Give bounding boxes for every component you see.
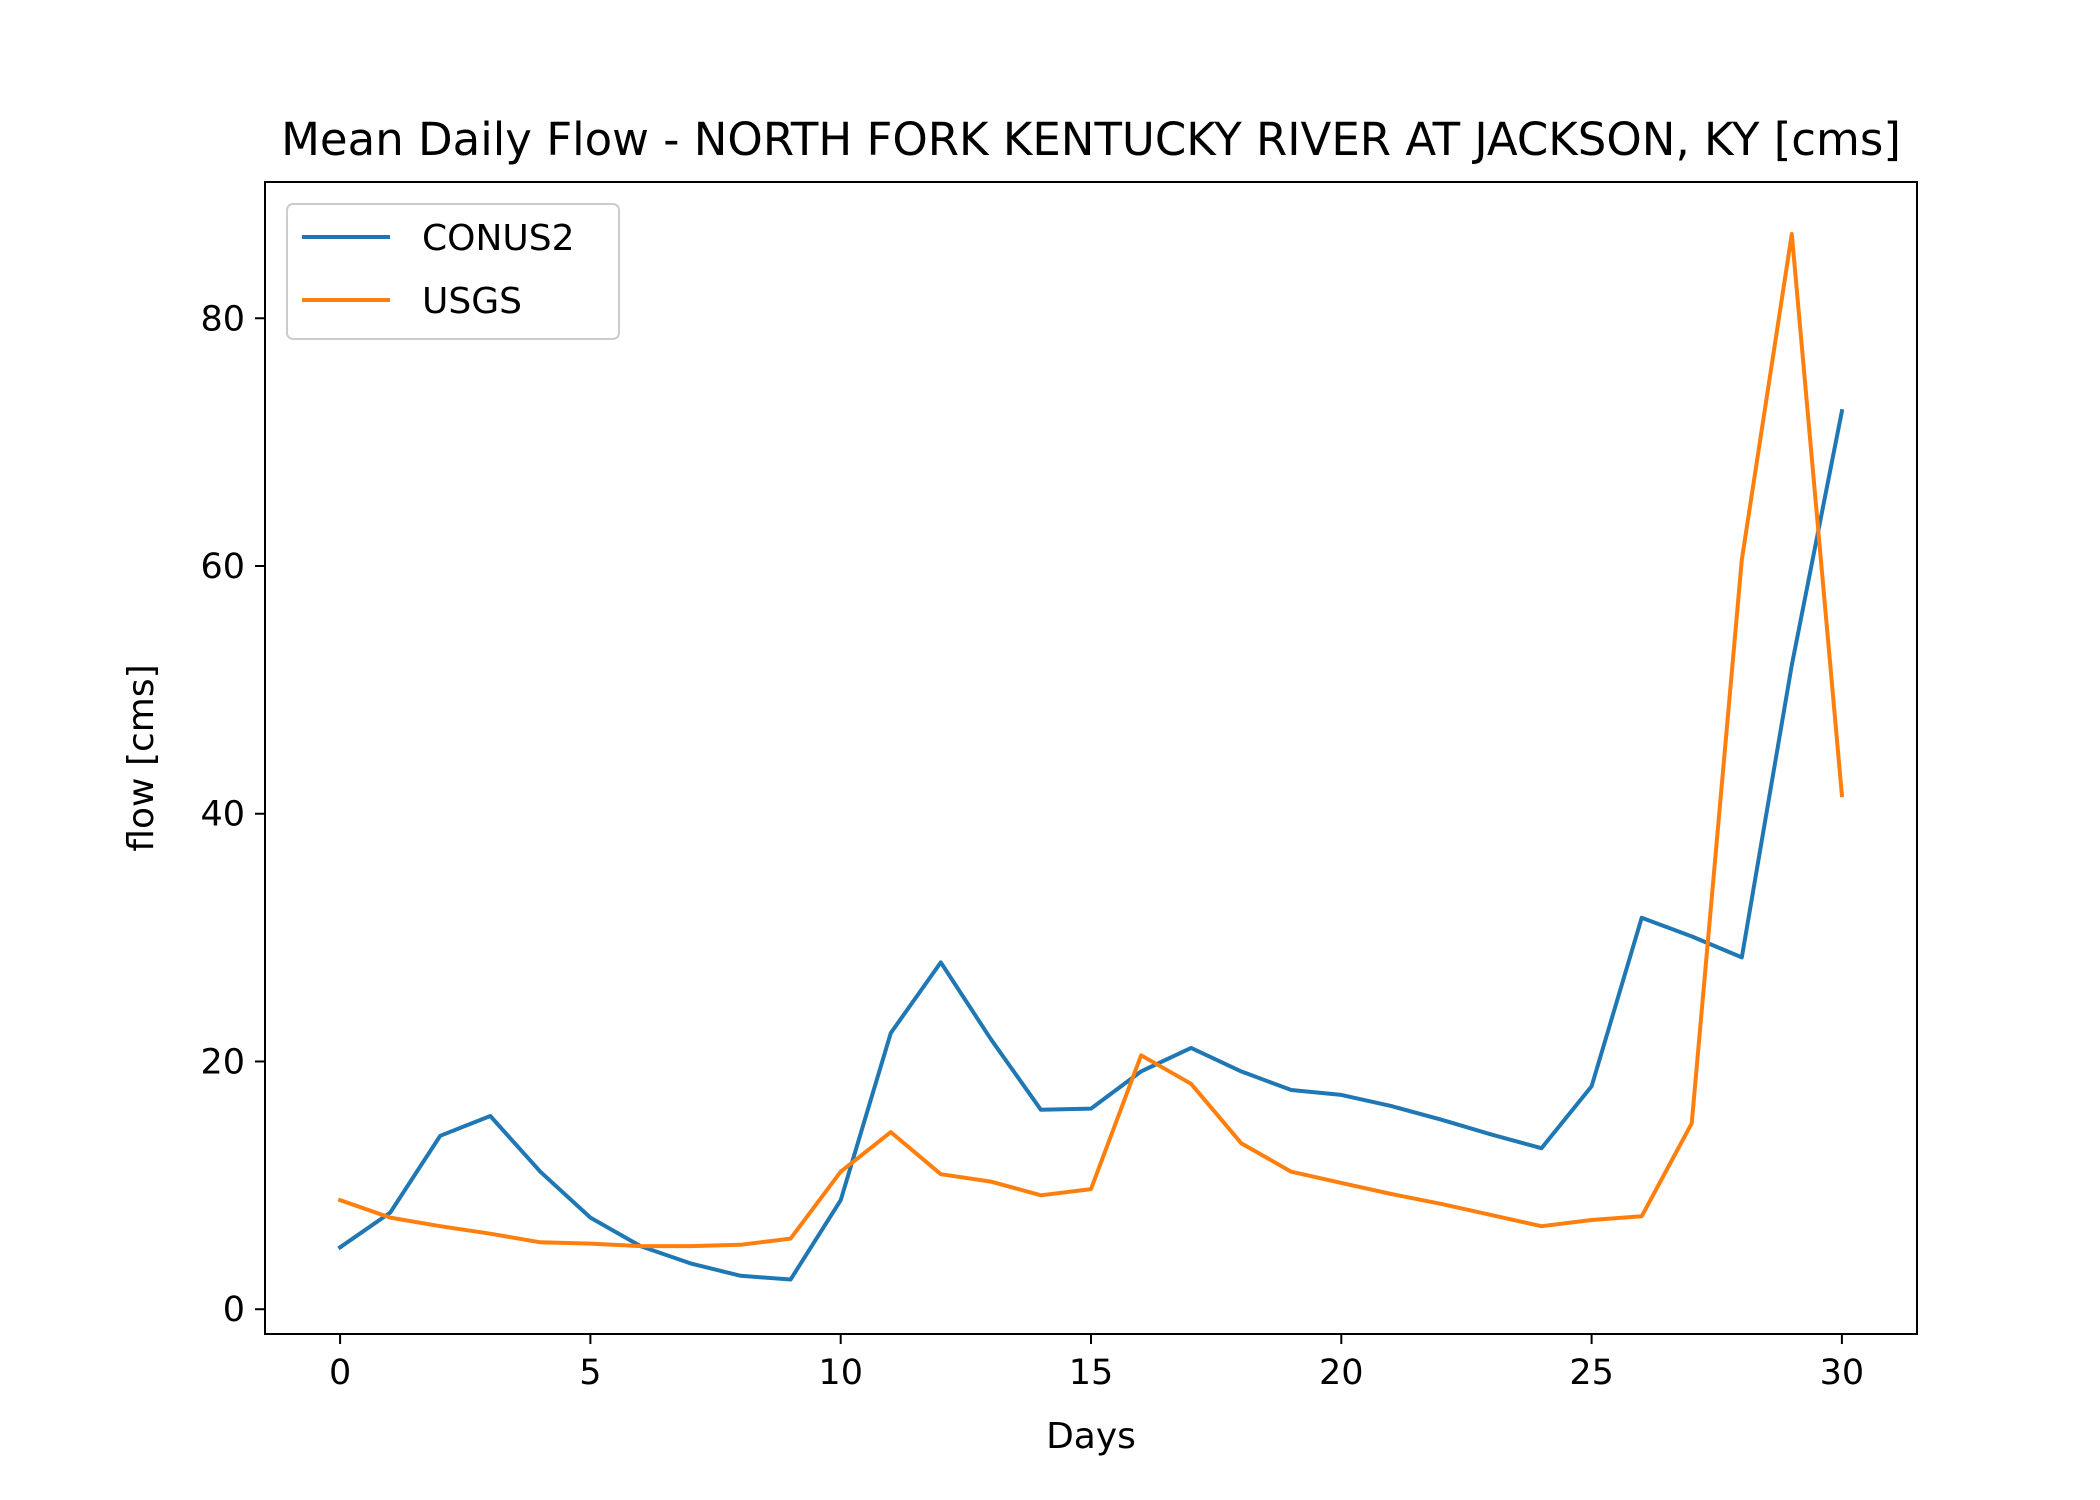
y-tick-label: 40 [200,795,245,835]
y-tick-label: 20 [200,1042,245,1082]
chart-title: Mean Daily Flow - NORTH FORK KENTUCKY RI… [281,113,1901,166]
series-line-usgs [337,232,1845,1249]
x-axis-label: Days [1046,1416,1136,1457]
plot-frame [264,181,1918,1335]
x-tick-label: 20 [1319,1353,1364,1393]
legend-label-usgs: USGS [422,281,522,322]
x-tick-label: 0 [329,1353,351,1393]
series-line-conus2 [337,408,1845,1282]
x-tick-label: 30 [1820,1353,1865,1393]
x-tick-label: 10 [818,1353,863,1393]
y-tick-label: 80 [200,299,245,339]
legend: CONUS2 USGS [286,203,620,340]
x-axis: 0 5 10 15 20 25 30 [329,1334,1864,1393]
plot-lines [337,232,1845,1282]
x-tick-label: 15 [1069,1353,1114,1393]
legend-label-conus2: CONUS2 [422,218,575,259]
x-tick-label: 5 [579,1353,601,1393]
y-axis-label: flow [cms] [121,664,162,851]
y-tick-label: 60 [200,547,245,587]
y-tick-label: 0 [223,1290,245,1330]
y-axis: 0 20 40 60 80 [200,299,265,1330]
x-tick-label: 25 [1569,1353,1614,1393]
